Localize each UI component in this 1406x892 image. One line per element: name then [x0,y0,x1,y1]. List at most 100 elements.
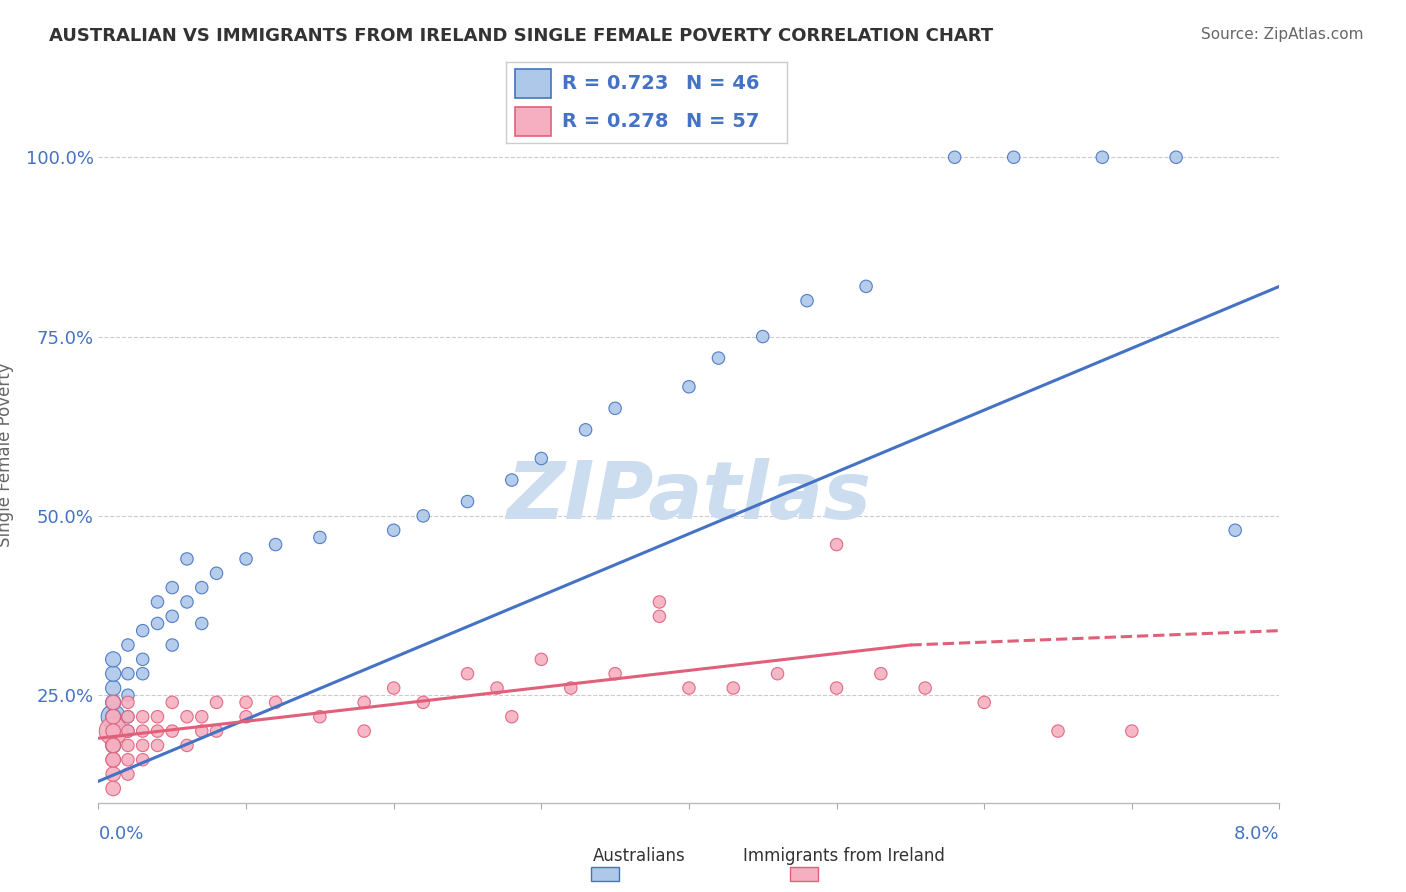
Point [825,681,848,695]
Point [132,666,155,681]
Text: N = 46: N = 46 [686,74,759,93]
Point [146,710,169,724]
Point [648,609,671,624]
Point [353,695,375,709]
Point [485,681,508,695]
Point [103,710,124,724]
Point [264,538,287,552]
Point [103,739,124,753]
Point [162,609,183,624]
Text: 0.0%: 0.0% [98,825,143,843]
Text: ZIPatlas: ZIPatlas [506,458,872,536]
Point [707,351,730,365]
Point [191,710,214,724]
Point [1091,150,1114,164]
Point [162,638,183,652]
Point [191,581,214,595]
Point [117,710,139,724]
Point [530,652,553,666]
Point [648,595,671,609]
Point [132,753,155,767]
Point [103,739,124,753]
Point [103,681,124,695]
Point [766,666,789,681]
Point [191,616,214,631]
Point [117,753,139,767]
Point [117,767,139,781]
Point [103,695,124,709]
Point [103,767,124,781]
Point [501,710,523,724]
Point [825,538,848,552]
Point [721,681,744,695]
Point [103,652,124,666]
Point [1046,724,1069,739]
Text: 8.0%: 8.0% [1234,825,1279,843]
Point [176,710,198,724]
Point [308,710,332,724]
Point [176,595,198,609]
Point [117,695,139,709]
Point [162,724,183,739]
Point [162,695,183,709]
Point [103,724,124,739]
Text: Source: ZipAtlas.com: Source: ZipAtlas.com [1201,27,1364,42]
Point [973,695,995,709]
Point [456,666,478,681]
Point [1164,150,1187,164]
Text: Australians: Australians [593,847,686,865]
Point [605,666,627,681]
Point [501,473,523,487]
Text: N = 57: N = 57 [686,112,759,131]
Point [412,695,434,709]
Point [103,710,124,724]
Point [117,688,139,702]
Point [117,666,139,681]
Point [103,724,124,739]
Point [914,681,936,695]
Point [678,380,700,394]
Point [146,616,169,631]
Point [132,652,155,666]
Point [574,423,596,437]
Point [146,739,169,753]
Point [162,581,183,595]
Point [205,566,228,581]
Point [117,638,139,652]
Y-axis label: Single Female Poverty: Single Female Poverty [0,363,14,547]
Point [869,666,891,681]
Point [103,753,124,767]
Point [132,724,155,739]
Point [176,739,198,753]
Point [146,724,169,739]
Point [176,552,198,566]
Point [605,401,627,416]
Point [132,624,155,638]
Point [678,681,700,695]
Point [146,595,169,609]
Point [943,150,966,164]
Point [191,724,214,739]
Point [530,451,553,466]
Text: R = 0.278: R = 0.278 [562,112,669,131]
Point [205,724,228,739]
Point [132,739,155,753]
Point [1223,523,1246,537]
Point [456,494,478,508]
Point [103,724,124,739]
Point [235,695,257,709]
Point [103,753,124,767]
Point [132,710,155,724]
Point [117,724,139,739]
Point [117,724,139,739]
Point [264,695,287,709]
Text: R = 0.723: R = 0.723 [562,74,669,93]
Point [205,695,228,709]
Point [103,710,124,724]
Point [235,552,257,566]
Point [235,710,257,724]
Point [1002,150,1025,164]
Point [103,781,124,796]
Text: Immigrants from Ireland: Immigrants from Ireland [742,847,945,865]
Point [412,508,434,523]
